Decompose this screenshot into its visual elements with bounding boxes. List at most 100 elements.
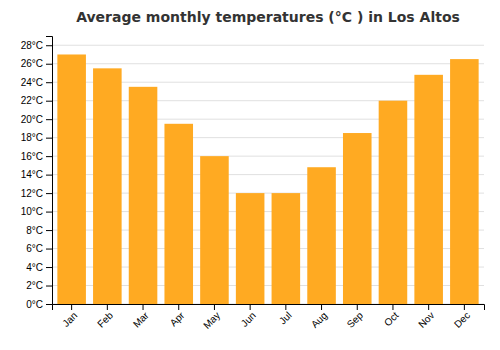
tick-label: 8°C [26, 225, 43, 236]
bar [379, 101, 408, 304]
tick-mark [357, 304, 358, 310]
axis-line [53, 305, 485, 311]
tick-label: Jun [239, 310, 258, 329]
tick-mark [46, 286, 52, 287]
bar [129, 87, 158, 304]
tick-mark [285, 304, 286, 310]
tick: Jul [277, 304, 294, 326]
tick: 8°C [26, 225, 52, 236]
tick-label: 2°C [26, 280, 43, 291]
tick-label: 4°C [26, 262, 43, 273]
tick-mark [46, 119, 52, 120]
plot-area: 0°C 2°C 4°C 6°C 8°C 10°C 12°C 14°C 16°C 18°C 20°C 2… [21, 37, 485, 331]
tick-mark [46, 82, 52, 83]
tick-label: Nov [416, 310, 436, 330]
tick-mark [428, 304, 429, 310]
tick: 28°C [21, 40, 52, 51]
tick-label: May [201, 310, 222, 331]
tick-mark [46, 267, 52, 268]
tick-label: Mar [131, 309, 151, 329]
chart-container: 0°C 2°C 4°C 6°C 8°C 10°C 12°C 14°C 16°C 18°C 20°C 2… [0, 0, 500, 350]
tick: 6°C [26, 243, 52, 254]
tick-label: 16°C [21, 151, 43, 162]
tick-mark [46, 304, 52, 305]
tick-mark [321, 304, 322, 310]
bar [450, 59, 479, 304]
tick-label: Jul [277, 310, 294, 327]
tick: Nov [416, 304, 436, 330]
tick-label: 6°C [26, 243, 43, 254]
bar [93, 68, 122, 304]
tick-label: 12°C [21, 188, 43, 199]
tick: 14°C [21, 169, 52, 180]
bar [272, 193, 301, 304]
x-axis: Jan Feb Mar Apr May Jun Jul Aug Sep Oct Nov Dec [53, 304, 485, 331]
tick: May [201, 304, 222, 331]
tick-label: 26°C [21, 58, 43, 69]
tick-mark [143, 304, 144, 310]
tick: Oct [382, 304, 401, 328]
tick: 24°C [21, 77, 52, 88]
tick: 26°C [21, 58, 52, 69]
tick-label: 18°C [21, 132, 43, 143]
grid-line [52, 45, 484, 46]
tick-label: 0°C [26, 299, 43, 310]
tick-label: Aug [309, 310, 329, 330]
tick-label: Oct [382, 310, 401, 329]
bar [307, 167, 336, 304]
title: Average monthly temperatures (°C ) in Lo… [76, 9, 460, 25]
tick-mark [46, 212, 52, 213]
tick: Jan [60, 304, 79, 329]
tick-label: 28°C [21, 40, 43, 51]
tick: Dec [452, 304, 472, 330]
tick-label: Feb [95, 309, 115, 329]
tick-mark [46, 230, 52, 231]
tick: 4°C [26, 262, 52, 273]
tick-mark [46, 156, 52, 157]
tick-mark [46, 175, 52, 176]
bar [414, 75, 443, 304]
tick: Aug [309, 304, 329, 330]
tick-label: 20°C [21, 114, 43, 125]
tick-mark [464, 304, 465, 310]
tick: 0°C [26, 299, 52, 310]
tick-label: 14°C [21, 169, 43, 180]
axis-line [46, 37, 53, 305]
tick: 16°C [21, 151, 52, 162]
bar [236, 193, 265, 304]
tick-label: Dec [452, 310, 472, 330]
tick-label: 10°C [21, 206, 43, 217]
tick: Sep [345, 304, 366, 330]
tick: 22°C [21, 95, 52, 106]
tick: 2°C [26, 280, 52, 291]
tick-mark [178, 304, 179, 310]
tick-mark [46, 138, 52, 139]
y-axis: 0°C 2°C 4°C 6°C 8°C 10°C 12°C 14°C 16°C 18°C 20°C 2… [21, 37, 53, 310]
bar [57, 54, 86, 304]
bar [343, 133, 372, 304]
bars [57, 54, 478, 304]
tick: Jun [239, 304, 258, 329]
tick-label: 24°C [21, 77, 43, 88]
tick-label: Jan [60, 310, 79, 329]
bar [200, 156, 229, 304]
tick-label: 22°C [21, 95, 43, 106]
tick: 12°C [21, 188, 52, 199]
tick-mark [392, 304, 393, 310]
tick: Mar [131, 304, 151, 330]
tick-mark [250, 304, 251, 310]
tick-mark [46, 64, 52, 65]
tick: Feb [95, 304, 115, 330]
tick: 10°C [21, 206, 52, 217]
tick: 20°C [21, 114, 52, 125]
tick-label: Sep [345, 309, 366, 330]
tick-mark [71, 304, 72, 310]
tick-mark [46, 193, 52, 194]
tick-label: Apr [168, 309, 187, 328]
tick-mark [46, 45, 52, 46]
bar [164, 124, 193, 304]
tick: Apr [168, 304, 187, 328]
tick-mark [107, 304, 108, 310]
grid [52, 45, 484, 304]
tick: 18°C [21, 132, 52, 143]
